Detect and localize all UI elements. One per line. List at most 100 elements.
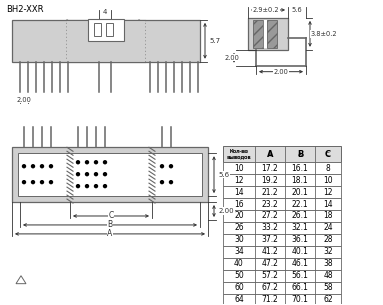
Text: 34: 34 [234,247,244,256]
Text: A: A [267,150,273,159]
Bar [223,162,341,174]
Text: 19.2: 19.2 [262,176,278,185]
Circle shape [22,180,26,184]
Circle shape [76,172,80,176]
Circle shape [160,164,164,168]
Circle shape [40,180,44,184]
Text: 10: 10 [234,164,244,173]
Bar [12,147,208,202]
Text: C: C [326,152,330,157]
Text: 60: 60 [234,283,244,292]
Circle shape [76,160,80,164]
Bar [223,210,341,222]
Text: 46.1: 46.1 [291,259,308,268]
Bar [223,186,341,198]
Bar [267,20,277,48]
Text: 2.00: 2.00 [16,97,31,102]
Text: 21.2: 21.2 [262,188,278,197]
Text: 50: 50 [234,271,244,280]
Text: 26: 26 [234,224,244,232]
Text: 12: 12 [323,188,333,197]
Text: 20: 20 [234,211,244,221]
Text: 22.1: 22.1 [292,199,308,209]
Circle shape [85,172,89,176]
Text: 40: 40 [234,259,244,268]
Circle shape [85,184,89,188]
Text: 2.00: 2.00 [218,208,234,214]
Text: 2.00: 2.00 [273,69,288,75]
Text: 48: 48 [323,271,333,280]
Text: 33.2: 33.2 [262,224,278,232]
Bar [223,222,341,234]
Text: 3.8±0.2: 3.8±0.2 [311,31,337,37]
Text: 10: 10 [323,176,333,185]
Text: 14: 14 [234,188,244,197]
Text: 32.1: 32.1 [291,224,308,232]
Text: 28: 28 [323,235,333,244]
Text: 32: 32 [323,247,333,256]
Circle shape [49,164,53,168]
Circle shape [103,184,107,188]
Bar [223,246,341,258]
Bar [12,20,200,62]
Text: 20.1: 20.1 [291,188,308,197]
Bar [263,20,267,48]
Text: A: A [268,152,272,157]
Text: 5.7: 5.7 [210,38,221,44]
Text: 8: 8 [326,164,331,173]
Text: 38: 38 [323,259,333,268]
Text: 23.2: 23.2 [262,199,278,209]
Text: BH2-XXR: BH2-XXR [6,5,44,14]
Text: 70.1: 70.1 [291,295,308,304]
Text: B: B [108,221,113,229]
Text: 16: 16 [234,199,244,209]
Text: 36.1: 36.1 [291,235,308,244]
Text: 58: 58 [323,283,333,292]
Text: 37.2: 37.2 [262,235,278,244]
Text: A: A [298,152,302,157]
Bar [223,174,341,186]
Text: 17.2: 17.2 [262,164,278,173]
Text: 56.1: 56.1 [291,271,308,280]
Text: 14: 14 [323,199,333,209]
Bar [94,23,101,36]
Text: A: A [107,229,113,239]
Bar [223,146,341,162]
Text: Кол-во
выводов: Кол-во выводов [227,149,251,160]
Circle shape [94,184,98,188]
Text: 57.2: 57.2 [262,271,278,280]
Text: 26.1: 26.1 [291,211,308,221]
Text: 30: 30 [234,235,244,244]
Text: 67.2: 67.2 [262,283,278,292]
Circle shape [31,180,35,184]
Bar [223,294,341,305]
Bar [106,23,113,36]
Text: 2.9±0.2: 2.9±0.2 [253,7,279,13]
Bar [67,20,145,62]
Circle shape [94,172,98,176]
Bar [18,153,202,196]
Text: 71.2: 71.2 [262,295,278,304]
Bar [223,282,341,294]
Text: 40.1: 40.1 [291,247,308,256]
Text: 18.1: 18.1 [292,176,308,185]
Circle shape [160,180,164,184]
Text: 27.2: 27.2 [262,211,278,221]
Circle shape [103,160,107,164]
Text: 4: 4 [103,9,107,15]
Text: 64: 64 [234,295,244,304]
Text: 2.00: 2.00 [224,55,239,61]
Circle shape [169,180,173,184]
Text: C: C [108,211,114,221]
Circle shape [76,184,80,188]
Text: 62: 62 [323,295,333,304]
Bar [248,18,288,50]
Bar [223,270,341,282]
Text: 66.1: 66.1 [291,283,308,292]
Circle shape [169,164,173,168]
Text: 12: 12 [234,176,244,185]
Circle shape [94,160,98,164]
Bar [223,258,341,270]
Circle shape [49,180,53,184]
Text: 41.2: 41.2 [262,247,278,256]
